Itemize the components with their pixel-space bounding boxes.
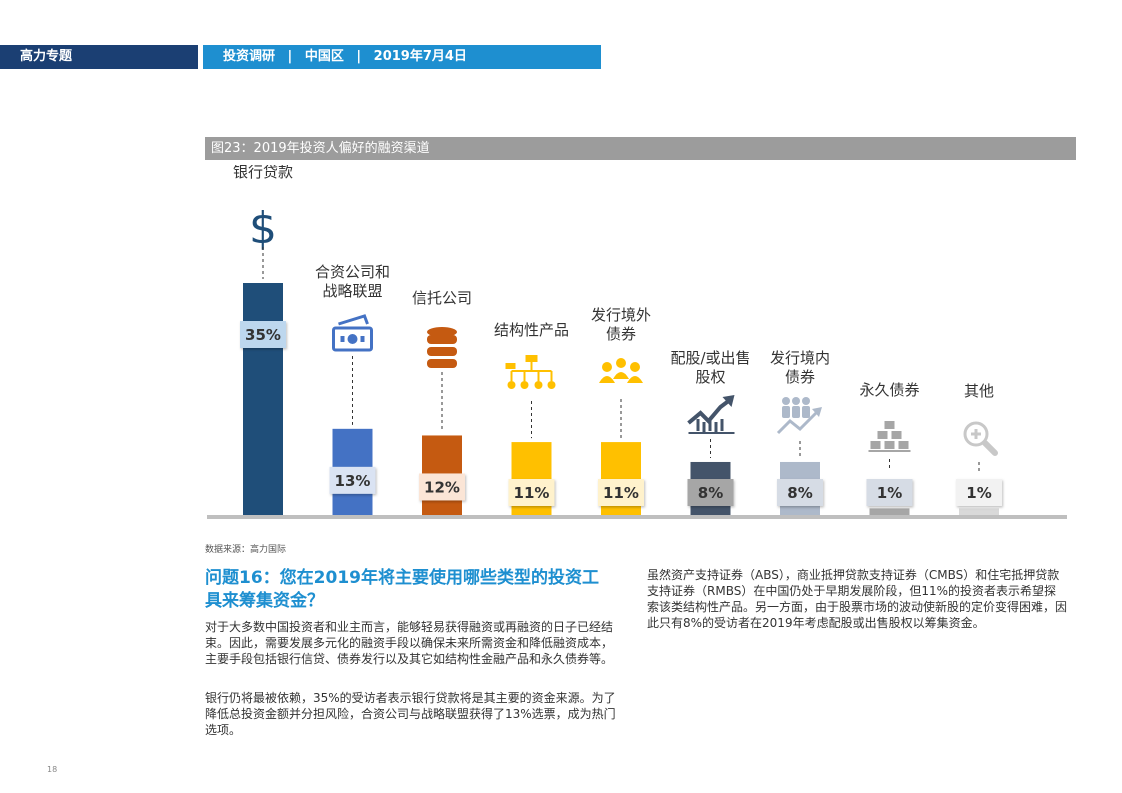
body-paragraph-3: 虽然资产支持证券（ABS），商业抵押贷款支持证券（CMBS）和住宅抵押贷款支持证… [647, 568, 1068, 630]
gold-bars-icon [868, 421, 911, 452]
value-label-4: 11% [514, 484, 550, 502]
people-icon [599, 358, 643, 383]
chart-baseline [207, 515, 1067, 519]
header-section-tab: 高力专题 [0, 45, 198, 69]
bar-chart: 银行贷款 $35% 合资公司和战略联盟 13% 信托公司 12% 结构性产品 11% 发行境外债… [207, 165, 1067, 519]
category-label-3: 信托公司 [412, 289, 472, 307]
value-label-2: 13% [335, 472, 371, 490]
header-info-bar: 投资调研 | 中国区 | 2019年7月4日 [203, 45, 601, 69]
category-label-5: 发行境外债券 [591, 306, 651, 343]
value-label-3: 12% [424, 478, 460, 496]
value-label-7: 8% [787, 484, 812, 502]
value-label-box-8 [866, 479, 913, 506]
category-label-8: 永久债券 [859, 381, 919, 399]
figure-title: 图23：2019年投资人偏好的融资渠道 [205, 137, 1076, 160]
value-label-box-3 [419, 473, 465, 501]
database-icon [427, 327, 457, 368]
body-paragraph-2: 银行仍将最被依赖，35%的受访者表示银行贷款将是其主要的资金来源。为了降低总投资… [205, 691, 616, 737]
category-label-9: 其他 [964, 382, 994, 400]
value-label-box-4 [508, 479, 555, 506]
value-label-8: 1% [877, 484, 902, 502]
value-label-box-7 [777, 479, 823, 506]
value-label-1: 35% [245, 326, 281, 344]
category-label-6: 配股/或出售股权 [670, 349, 750, 386]
value-label-9: 1% [966, 484, 991, 502]
magnifier-plus-icon [963, 421, 998, 456]
page-number: 18 [47, 765, 58, 774]
value-label-6: 8% [698, 484, 723, 502]
stock-chart-icon [687, 395, 735, 434]
value-label-5: 11% [603, 484, 639, 502]
people-growth-icon [776, 397, 822, 435]
value-label-box-9 [956, 479, 1002, 506]
dollar-icon: $ [249, 203, 277, 254]
header-separator-2: | [356, 49, 362, 64]
value-label-box-1 [240, 321, 286, 348]
header-section: 高力专题 [20, 49, 73, 64]
category-label-4: 结构性产品 [494, 321, 569, 339]
org-chart-icon [505, 355, 556, 389]
value-label-box-5 [598, 479, 644, 506]
value-label-box-2 [329, 466, 376, 494]
svg-text:$: $ [249, 203, 277, 254]
body-paragraph-1: 对于大多数中国投资者和业主而言，能够轻易获得融资或再融资的日子已经结束。因此，需… [205, 620, 614, 666]
bar-1 [243, 283, 283, 515]
header-separator-1: | [287, 49, 293, 64]
category-label-2: 合资公司和战略联盟 [315, 263, 390, 300]
data-source: 数据来源：高力国际 [205, 545, 287, 555]
bar-9 [959, 508, 999, 515]
header-region: 中国区 [304, 49, 344, 64]
header-topic: 投资调研 [223, 49, 276, 64]
value-label-box-6 [687, 479, 734, 506]
category-label-7: 发行境内债券 [770, 349, 830, 386]
header-date: 2019年7月4日 [373, 49, 467, 64]
money-icon [332, 314, 373, 352]
category-label-1: 银行贷款 [233, 165, 293, 181]
question-title: 问题16：您在2019年将主要使用哪些类型的投资工具来筹集资金？ [205, 568, 599, 611]
bar-8 [869, 508, 910, 515]
